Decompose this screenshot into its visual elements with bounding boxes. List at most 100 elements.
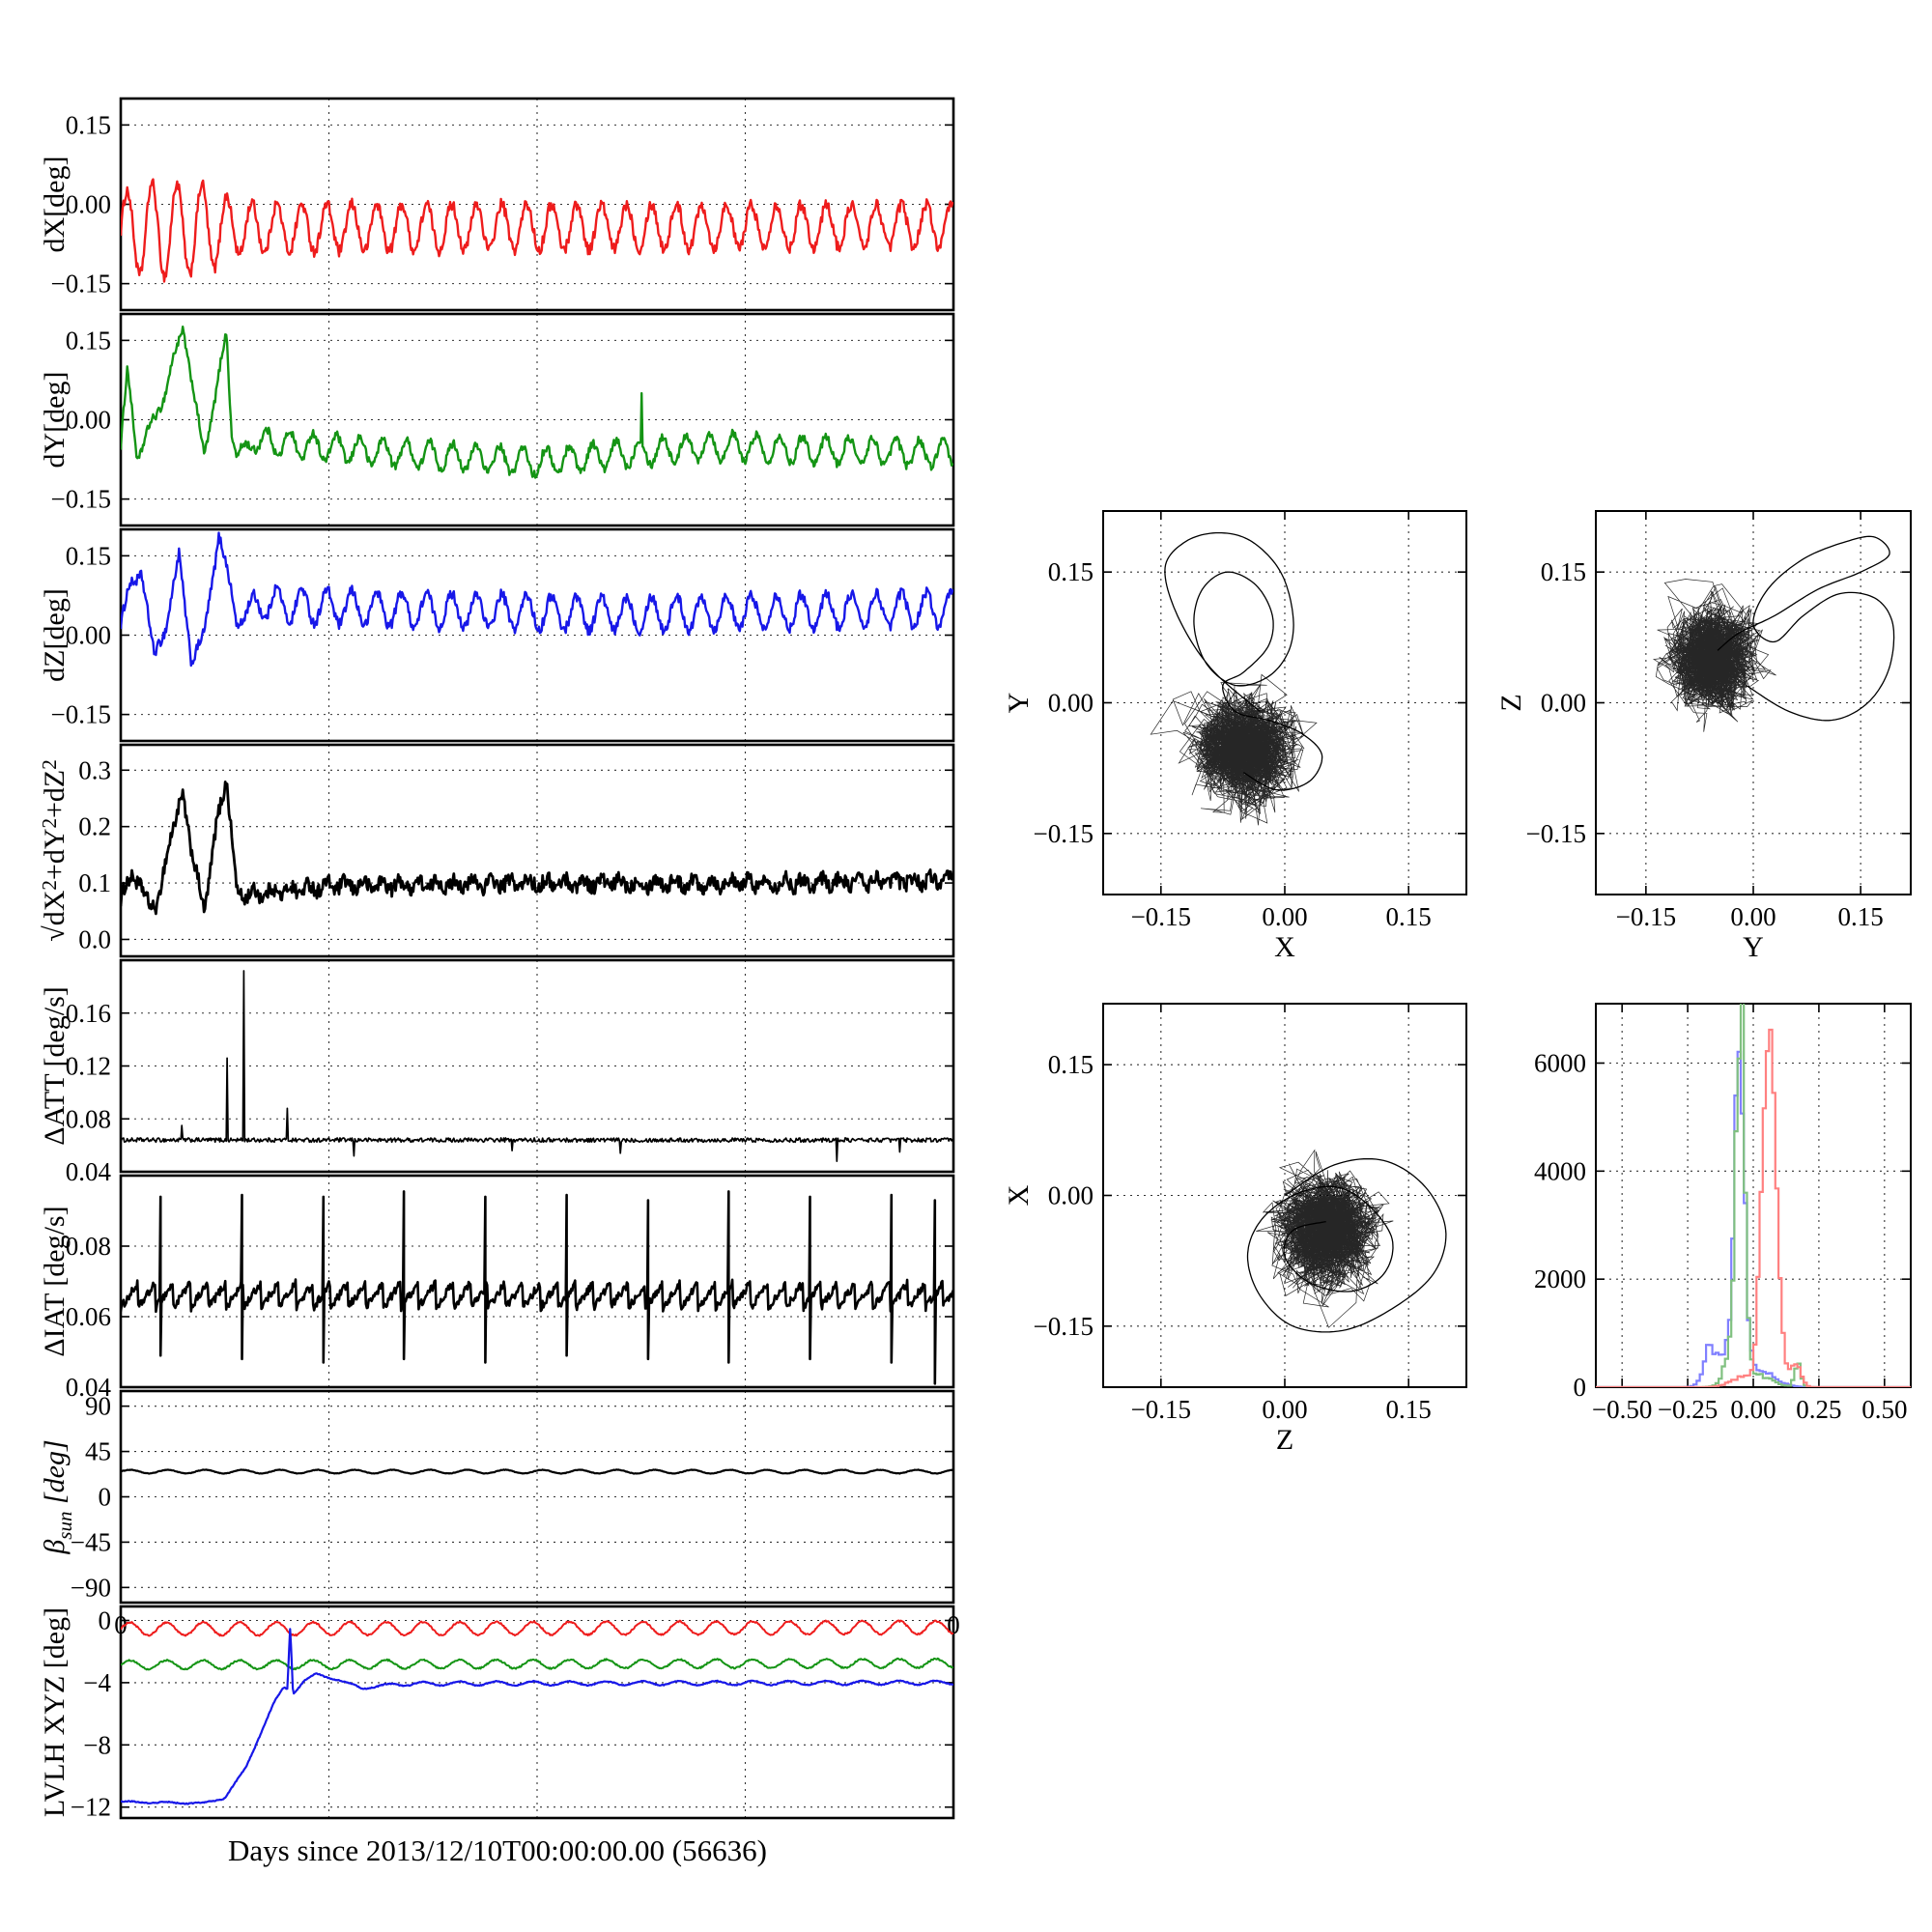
- delta-att-line: [121, 970, 953, 1162]
- chart-magnitude-timeseries: 0.0 0.1 0.2 0.3 √dX2+dY2+dZ2: [38, 743, 956, 958]
- y-tick-label: 0.08: [66, 1104, 111, 1133]
- dZ-ylabel: dZ[deg]: [39, 588, 71, 682]
- chart-dy-timeseries: 0.15 0.00 −0.15 dY[deg]: [39, 312, 956, 527]
- mag-svg: 0.0 0.1 0.2 0.3√dX2+dY2+dZ2: [38, 743, 955, 958]
- scatter_xy-xlabel: X: [1274, 931, 1295, 963]
- lvlh-z-line: [121, 1628, 953, 1805]
- y-tick-label: 0.15: [66, 541, 111, 570]
- diat-ylabel: ΔIAT [deg/s]: [39, 1206, 71, 1356]
- dY-histogram-steps: [1596, 1004, 1911, 1387]
- x-tick-label: −0.15: [1131, 902, 1191, 931]
- scatter_zx-svg: 0.15 0.00 −0.15 −0.15 0.00 0.15 X Z: [1003, 1003, 1467, 1456]
- y-tick-label: 0.15: [1048, 1050, 1094, 1079]
- y-tick-label: 0.15: [66, 110, 111, 139]
- mag-ylabel: √dX2+dY2+dZ2: [38, 759, 71, 941]
- dZ-svg: 0.15 0.00 −0.15 dZ[deg]: [39, 527, 955, 743]
- y-tick-label: 4000: [1534, 1156, 1586, 1185]
- scatter_yz-xlabel: Y: [1743, 931, 1764, 963]
- dY-line: [121, 325, 953, 479]
- y-tick-label: −12: [71, 1793, 111, 1822]
- y-tick-label: 0.1: [78, 868, 111, 897]
- dense-cluster: [1256, 1149, 1394, 1328]
- y-tick-label: 0.15: [1048, 557, 1094, 586]
- y-tick-label: −0.15: [1034, 1312, 1094, 1341]
- y-tick-label: 0: [99, 1605, 112, 1634]
- chart-scatter-yz: 0.15 0.00 −0.15 −0.15 0.00 0.15 Z Y: [1488, 497, 1922, 966]
- y-tick-label: −0.15: [51, 485, 111, 514]
- chart-delta-iat-timeseries: 0.04 0.06 0.08 ΔIAT [deg/s]: [39, 1174, 956, 1402]
- y-tick-label: 0: [99, 1483, 112, 1512]
- y-tick-label: −0.15: [51, 270, 111, 298]
- chart-beta-sun-timeseries: 90 45 0 −45 −90 0 0 βsun [deg]: [39, 1389, 960, 1639]
- x-tick-label: −0.15: [1616, 902, 1676, 931]
- chart-scatter-xy: 0.15 0.00 −0.15 −0.15 0.00 0.15 Y X: [995, 497, 1478, 966]
- scatter_yz-svg: 0.15 0.00 −0.15 −0.15 0.00 0.15 Z Y: [1495, 510, 1912, 963]
- dense-cluster: [1652, 579, 1776, 732]
- scatter_zx-ylabel: X: [1003, 1184, 1035, 1206]
- y-tick-label: 0.04: [66, 1373, 112, 1402]
- x-tick-label: −0.50: [1592, 1395, 1652, 1424]
- dZ-line: [121, 531, 953, 668]
- y-tick-label: 0.08: [66, 1232, 111, 1261]
- y-tick-label: 0.15: [66, 326, 111, 355]
- dX-svg: 0.15 0.00 −0.15 dX[deg]: [39, 97, 955, 312]
- chart-lvlh-timeseries: 0 −4 −8 −12 LVLH XYZ [deg]: [39, 1605, 956, 1822]
- x-tick-label: 0.25: [1796, 1395, 1841, 1424]
- y-tick-label: −45: [71, 1527, 111, 1556]
- y-tick-label: −90: [71, 1573, 111, 1602]
- scatter_zx-xlabel: Z: [1276, 1424, 1293, 1456]
- chart-histogram: 0 2000 4000 6000 −0.50 −0.25 0.00 0.25 0.50: [1488, 990, 1922, 1459]
- x-tick-label: 0.15: [1386, 1395, 1432, 1424]
- dX-histogram-steps: [1596, 1028, 1911, 1387]
- dX-line: [121, 178, 953, 283]
- x-tick-label: −0.25: [1658, 1395, 1718, 1424]
- chart-dx-timeseries: 0.15 0.00 −0.15 dX[deg]: [39, 97, 956, 312]
- scatter_yz-ylabel: Z: [1495, 694, 1527, 711]
- y-tick-label: 0: [1574, 1373, 1587, 1402]
- y-tick-label: 0.3: [78, 755, 111, 784]
- lvlh-ylabel: LVLH XYZ [deg]: [39, 1607, 71, 1817]
- y-tick-label: 0.0: [78, 924, 111, 953]
- y-tick-label: 0.15: [1541, 557, 1586, 586]
- delta-iat-line: [121, 1190, 953, 1385]
- y-tick-label: 90: [85, 1392, 111, 1421]
- lvlh-x-line: [121, 1619, 953, 1637]
- x-tick-label: 0.00: [1730, 1395, 1776, 1424]
- y-tick-label: −0.15: [51, 700, 111, 729]
- dX-ylabel: dX[deg]: [39, 156, 71, 253]
- y-tick-label: −8: [83, 1730, 111, 1759]
- y-tick-label: 45: [85, 1437, 111, 1466]
- trajectory-loop: [1717, 535, 1895, 722]
- chart-scatter-zx: 0.15 0.00 −0.15 −0.15 0.00 0.15 X Z: [995, 990, 1478, 1459]
- y-tick-label: 0.00: [66, 190, 111, 219]
- y-tick-label: 0.00: [1541, 689, 1586, 718]
- beta-ylabel: βsun [deg]: [39, 1439, 76, 1554]
- x-axis-label: Days since 2013/12/10T00:00:00.00 (56636…: [228, 1833, 767, 1867]
- scatter_xy-svg: 0.15 0.00 −0.15 −0.15 0.00 0.15 Y X: [1003, 510, 1467, 963]
- datt-ylabel: ΔATT [deg/s]: [39, 986, 71, 1146]
- y-tick-label: 0.06: [66, 1302, 111, 1331]
- scatter_xy-ylabel: Y: [1003, 693, 1035, 714]
- y-tick-label: 0.00: [66, 406, 111, 435]
- y-tick-label: −4: [83, 1668, 111, 1697]
- y-tick-label: 0.00: [66, 621, 111, 650]
- x-tick-label: 0.00: [1262, 1395, 1307, 1424]
- y-tick-label: −0.15: [1034, 819, 1094, 848]
- chart-delta-att-timeseries: 0.04 0.08 0.12 0.16 ΔATT [deg/s]: [39, 958, 956, 1186]
- y-tick-label: 0.04: [66, 1157, 112, 1186]
- y-tick-label: 0.16: [66, 999, 111, 1028]
- x-tick-label: 0.15: [1386, 902, 1432, 931]
- x-tick-label: 0.00: [1262, 902, 1307, 931]
- hist-svg: 0 2000 4000 6000 −0.50 −0.25 0.00 0.25 0.50: [1534, 1003, 1912, 1424]
- y-tick-label: 0.00: [1048, 1181, 1094, 1210]
- dY-svg: 0.15 0.00 −0.15 dY[deg]: [39, 312, 955, 527]
- dense-cluster: [1150, 673, 1318, 826]
- y-tick-label: 0.2: [78, 812, 111, 841]
- y-tick-label: 0.00: [1048, 689, 1094, 718]
- attitude-error-magnitude-line: [121, 781, 953, 916]
